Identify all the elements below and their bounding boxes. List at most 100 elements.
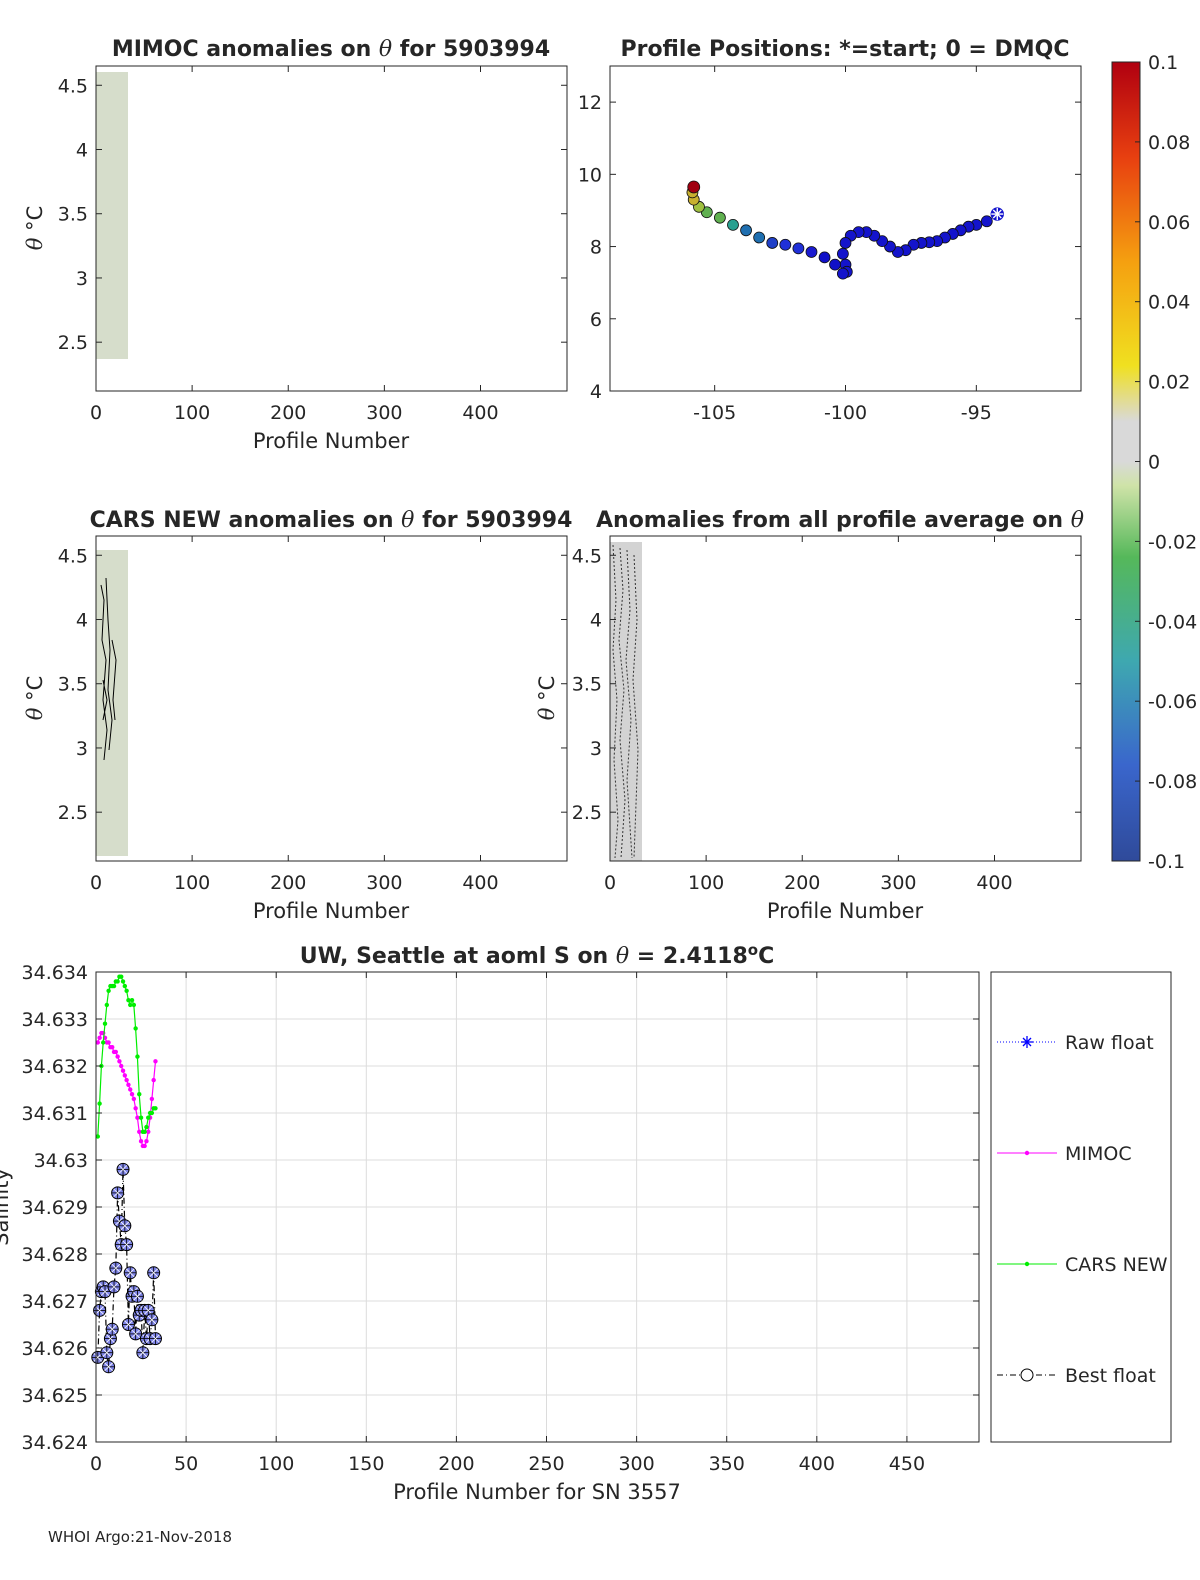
series-point xyxy=(135,1054,140,1059)
footer-stamp: WHOI Argo:21-Nov-2018 xyxy=(48,1528,232,1546)
series-point xyxy=(142,1129,147,1135)
series-point xyxy=(117,1059,122,1064)
avg-xtick-label: 100 xyxy=(688,872,724,894)
cars-ytick-label: 3 xyxy=(76,738,88,760)
cars-ylabel: θ °C xyxy=(23,676,47,721)
series-point xyxy=(131,1002,137,1008)
mimoc-ytick-label: 4 xyxy=(76,139,88,161)
series-point xyxy=(131,1096,137,1102)
series-point xyxy=(129,1092,135,1097)
avg-ytick-label: 3.5 xyxy=(572,674,602,696)
series-point xyxy=(120,1068,126,1073)
cars-contour-lines xyxy=(100,577,117,761)
positions-xtick-label: -105 xyxy=(693,402,736,424)
salinity-xtick-label: 350 xyxy=(709,1453,745,1475)
series-point xyxy=(137,1129,142,1135)
series-point xyxy=(115,979,120,984)
series-point xyxy=(135,1115,140,1120)
cars-plot-frame xyxy=(95,535,568,862)
series-point xyxy=(153,1106,158,1111)
series-point xyxy=(144,1139,149,1144)
best-float-marker xyxy=(100,1346,114,1360)
best-float-marker xyxy=(120,1238,134,1252)
cars-title: CARS NEW anomalies on θ for 5903994 xyxy=(90,508,573,533)
position-point xyxy=(805,246,818,258)
cars-data-fill xyxy=(96,550,128,856)
series-point xyxy=(126,998,131,1003)
avg-xtick-label: 0 xyxy=(604,872,616,894)
mimoc-ytick-label: 2.5 xyxy=(58,332,88,354)
series-point xyxy=(102,1021,108,1026)
series-point xyxy=(133,1026,138,1031)
mimoc-title: MIMOC anomalies on θ for 5903994 xyxy=(112,37,550,62)
mimoc-xtick-label: 100 xyxy=(174,402,210,424)
best-float-marker xyxy=(118,1219,132,1233)
legend-label-mimoc: MIMOC xyxy=(1065,1143,1132,1165)
series-point xyxy=(115,1054,120,1059)
series-point xyxy=(149,1096,155,1102)
legend-label-raw-float: Raw float xyxy=(1065,1032,1154,1054)
series-point xyxy=(97,1101,102,1106)
mimoc-yticks: 2.5 3 3.5 4 4.5 xyxy=(58,75,567,354)
series-point xyxy=(122,1073,128,1078)
avg-ylabel: θ °C xyxy=(535,676,559,721)
legend-entry-best-float: Best float xyxy=(997,1365,1156,1387)
positions-xtick-label: -95 xyxy=(961,402,992,424)
avg-title: Anomalies from all profile average on θ xyxy=(596,508,1084,533)
mimoc-xticks: 0 100 200 300 400 xyxy=(90,66,499,424)
salinity-xtick-label: 100 xyxy=(258,1453,294,1475)
avg-ytick-label: 3 xyxy=(590,738,602,760)
best-float-marker xyxy=(109,1261,123,1275)
colorbar-tick-label: 0.1 xyxy=(1148,52,1178,74)
colorbar-tick-label: 0.06 xyxy=(1148,212,1190,234)
mimoc-ylabel: θ °C xyxy=(23,206,47,251)
legend-entry-mimoc: MIMOC xyxy=(997,1143,1132,1165)
salinity-xtick-label: 300 xyxy=(618,1453,654,1475)
series-point xyxy=(146,1129,151,1135)
salinity-ytick-label: 34.624 xyxy=(22,1432,88,1454)
cars-xticks: 0 100 200 300 400 xyxy=(90,536,499,894)
circle-icon xyxy=(1020,1368,1034,1382)
salinity-ytick-label: 34.628 xyxy=(22,1244,88,1266)
salinity-ytick-label: 34.626 xyxy=(22,1338,88,1360)
salinity-title: UW, Seattle at aoml S on θ = 2.4118oC xyxy=(300,941,775,969)
salinity-grid xyxy=(95,971,979,1443)
series-point xyxy=(119,974,124,979)
best-float-marker xyxy=(123,1266,137,1280)
best-float-marker xyxy=(107,1280,121,1294)
cars-ytick-label: 4.5 xyxy=(58,545,88,567)
best-float-marker xyxy=(93,1303,107,1317)
mimoc-xlabel: Profile Number xyxy=(253,429,410,453)
colorbar-tick-label: -0.1 xyxy=(1148,851,1185,873)
series-point xyxy=(124,1077,129,1083)
colorbar: 0.1 0.08 0.06 0.04 0.02 0 -0.02 -0.04 -0.06 -0.08… xyxy=(1111,52,1197,873)
salinity-xtick-label: 200 xyxy=(438,1453,474,1475)
salinity-xtick-label: 450 xyxy=(889,1453,925,1475)
best-float-marker xyxy=(121,1318,135,1331)
avg-xtick-label: 300 xyxy=(880,872,916,894)
mimoc-xtick-label: 400 xyxy=(462,402,498,424)
best-float-marker xyxy=(136,1346,150,1360)
avg-data-fill xyxy=(610,542,642,861)
mimoc-data-fill xyxy=(96,72,128,359)
colorbar-tick-label: 0.02 xyxy=(1148,372,1190,394)
series-point xyxy=(128,1087,133,1092)
series-point xyxy=(101,1040,106,1045)
positions-ytick-label: 4 xyxy=(590,381,602,403)
avg-ytick-label: 2.5 xyxy=(572,802,602,824)
cars-ytick-label: 4 xyxy=(76,609,88,631)
best-float-marker xyxy=(147,1266,161,1280)
salinity-ylabel: Salinity xyxy=(0,1168,13,1246)
series-point xyxy=(153,1059,158,1064)
series-point xyxy=(133,1106,138,1111)
cars-yticks: 2.5 3 3.5 4 4.5 xyxy=(58,545,567,824)
position-point xyxy=(727,218,739,231)
salinity-ytick-label: 34.631 xyxy=(22,1103,88,1125)
position-point xyxy=(829,258,841,271)
mimoc-ytick-label: 4.5 xyxy=(58,75,88,97)
cars-xtick-label: 0 xyxy=(90,872,102,894)
legend-label-best-float: Best float xyxy=(1065,1365,1156,1387)
positions-ytick-label: 8 xyxy=(590,237,602,259)
series-point xyxy=(149,1110,155,1116)
salinity-xtick-label: 400 xyxy=(799,1453,835,1475)
